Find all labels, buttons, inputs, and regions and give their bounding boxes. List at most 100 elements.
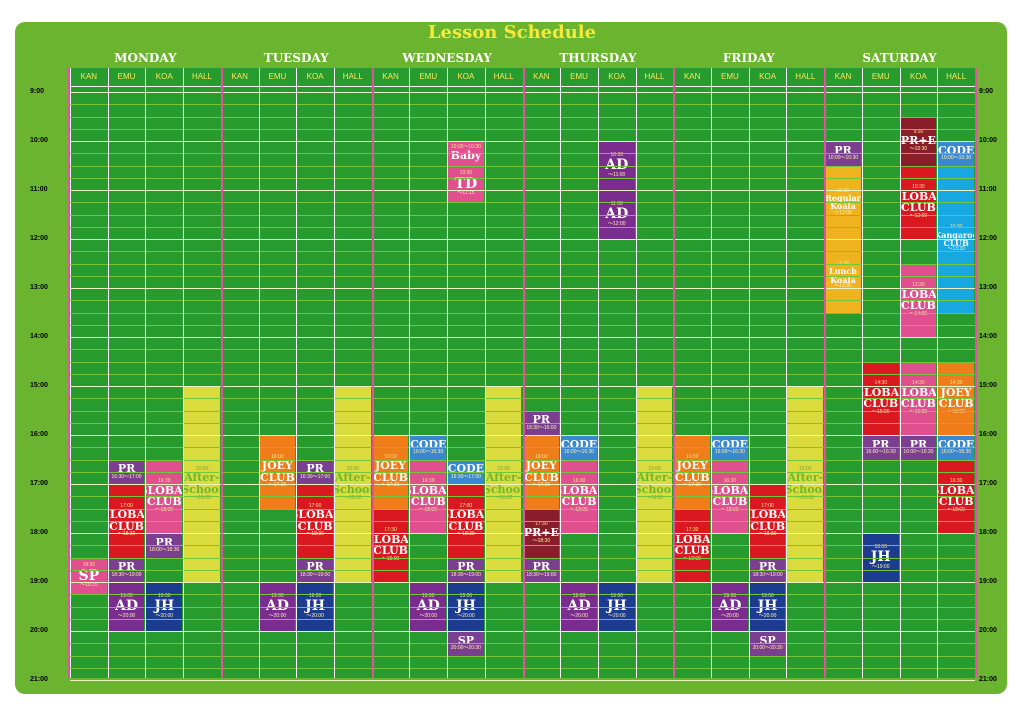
- room-header-kan: KAN: [533, 72, 550, 81]
- lesson-block[interactable]: 19:00 AD 〜20:00: [712, 582, 748, 631]
- lesson-block[interactable]: 19:00 AD 〜20:00: [561, 582, 597, 631]
- lesson-name: GLOBAL CLUB: [750, 508, 786, 533]
- lesson-start-time: 17:00: [120, 502, 133, 509]
- lesson-end-time: 20:00〜20:30: [450, 645, 481, 652]
- lesson-block[interactable]: PR 18:30〜19:00: [297, 557, 333, 582]
- lesson-name: PR: [117, 560, 136, 574]
- lesson-name: CODE: [561, 437, 597, 451]
- time-label: 19:00: [30, 578, 48, 585]
- lesson-block[interactable]: 19:00 AD 〜20:00: [259, 582, 296, 631]
- lesson-name: JOEY CLUB: [674, 459, 710, 484]
- lesson-end-time: 〜18:30: [758, 531, 777, 538]
- lesson-start-time: 9:30: [913, 128, 924, 135]
- time-label: 10:00: [30, 137, 48, 144]
- lesson-block[interactable]: PR 18:30〜19:00: [108, 557, 145, 582]
- quarter-line: [70, 411, 975, 412]
- lesson-name: PR: [306, 560, 324, 574]
- room-header-koa: KOA: [909, 72, 927, 81]
- lesson-block[interactable]: 19:00 AD 〜20:00: [108, 582, 145, 631]
- lesson-start-time: 19:00: [723, 592, 737, 599]
- lesson-name: GLOBAL CLUB: [561, 483, 597, 509]
- time-label: 21:00: [979, 676, 997, 683]
- quarter-line: [70, 104, 975, 105]
- room-divider: [334, 68, 335, 678]
- lesson-block[interactable]: 19:00 JH 〜20:00: [749, 582, 786, 631]
- lesson-name: JOEY CLUB: [373, 459, 408, 484]
- room-header-hall: HALL: [644, 72, 665, 81]
- lesson-block[interactable]: 18:00 JH 〜19:00: [862, 533, 899, 582]
- time-label: 17:00: [30, 480, 48, 487]
- lesson-end-time: 16:00〜16:30: [941, 449, 972, 456]
- lesson-block[interactable]: 19:00 AD 〜20:00: [410, 582, 447, 631]
- room-header-kan: KAN: [683, 72, 701, 81]
- lesson-start-time: 19:00: [610, 592, 624, 599]
- time-label: 9:00: [30, 88, 45, 95]
- room-header-emu: EMU: [720, 72, 739, 81]
- lesson-name: AD: [718, 598, 742, 615]
- room-divider: [447, 68, 448, 678]
- room-divider: [183, 68, 184, 678]
- day-header-monday: MONDAY: [114, 51, 177, 65]
- room-header-kan: KAN: [382, 72, 399, 81]
- time-label: 19:00: [979, 578, 997, 585]
- lesson-block[interactable]: 19:00 JH 〜20:00: [297, 582, 333, 631]
- time-label: 15:00: [30, 382, 48, 389]
- lesson-name: GLOBAL CLUB: [901, 287, 937, 313]
- room-header-emu: EMU: [871, 72, 890, 81]
- lesson-block[interactable]: CODE 16:30〜17:00: [448, 459, 484, 484]
- lesson-block[interactable]: 19:00 JH 〜20:00: [448, 582, 484, 631]
- time-label: 16:00: [979, 431, 997, 438]
- lesson-name: JH: [154, 598, 175, 615]
- room-header-emu: EMU: [117, 72, 136, 81]
- lesson-end-time: 〜18:30: [117, 531, 136, 538]
- lesson-block[interactable]: PR 15:30〜16:00: [523, 410, 560, 435]
- lesson-end-time: 〜19:00: [645, 494, 664, 501]
- hour-line: [70, 141, 975, 142]
- lesson-start-time: 16:30: [949, 478, 963, 485]
- time-label: 12:00: [30, 235, 48, 242]
- lesson-block[interactable]: PR 18:30〜19:00: [523, 557, 560, 582]
- lesson-end-time: 16:00〜16:30: [903, 449, 934, 456]
- lesson-name: CODE: [410, 437, 447, 451]
- lesson-start-time: 19:00: [459, 592, 473, 599]
- hour-line: [70, 435, 975, 436]
- room-header-koa: KOA: [457, 72, 475, 81]
- room-header-koa: KOA: [608, 72, 626, 81]
- day-divider: [673, 68, 675, 678]
- lesson-start-time: 16:00: [685, 453, 699, 460]
- lesson-start-time: 10:00〜10:30: [450, 143, 481, 150]
- day-header-friday: FRIDAY: [722, 51, 775, 65]
- day-divider: [372, 68, 374, 678]
- lesson-name: CODE: [448, 462, 484, 476]
- lesson-name: GLOBAL CLUB: [410, 483, 447, 509]
- lesson-start-time: 19:00: [158, 592, 171, 599]
- lesson-block[interactable]: PR 16:30〜17:00: [297, 459, 333, 484]
- lesson-start-time: 14:30: [912, 380, 925, 387]
- lesson-start-time: 19:00: [572, 592, 586, 599]
- lesson-block[interactable]: 18:30 SP 〜19:15: [71, 557, 107, 595]
- lesson-name: GLOBAL CLUB: [901, 189, 937, 215]
- lesson-end-time: 18:00〜18:30: [149, 547, 180, 554]
- lesson-block[interactable]: 10:30 TD 〜11:15: [448, 165, 484, 203]
- lesson-end-time: 〜20:00: [758, 612, 777, 619]
- lesson-block[interactable]: 10:00 AD 〜11:00: [598, 141, 635, 190]
- lesson-name: After- School: [787, 471, 824, 496]
- lesson-end-time: 〜17:30: [683, 482, 701, 489]
- lesson-start-time: 16:30: [421, 478, 435, 485]
- lesson-name: GLOBAL CLUB: [863, 385, 899, 411]
- lesson-block[interactable]: PR 18:30〜19:00: [448, 557, 484, 582]
- lesson-name: JH: [456, 598, 476, 615]
- day-header-thursday: THURSDAY: [559, 51, 637, 65]
- quarter-line: [70, 521, 975, 522]
- time-label: 18:00: [979, 529, 997, 536]
- lesson-block[interactable]: 19:00 JH 〜20:00: [146, 582, 183, 631]
- lesson-block[interactable]: PR 18:30〜19:00: [749, 557, 786, 582]
- lesson-name: GLOBAL CLUB: [109, 508, 145, 533]
- room-header-hall: HALL: [191, 72, 212, 81]
- lesson-block[interactable]: PR 16:30〜17:00: [108, 459, 145, 484]
- lesson-name: JH: [757, 598, 778, 615]
- lesson-block[interactable]: 11:00 AD 〜12:00: [598, 190, 635, 239]
- room-header-kan: KAN: [834, 72, 852, 81]
- lesson-block[interactable]: 19:00 JH 〜20:00: [598, 582, 635, 631]
- lesson-start-time: 17:30: [384, 527, 397, 534]
